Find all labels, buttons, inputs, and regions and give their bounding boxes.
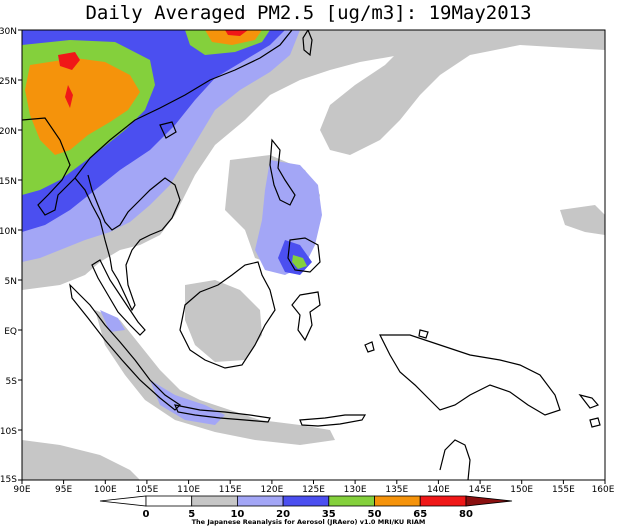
red-region-north (225, 30, 248, 36)
colorbar-label: 5 (188, 509, 195, 520)
gray-region-borneo (185, 280, 262, 362)
y-tick-label: 30N (0, 27, 17, 37)
red-region-northwest-1 (58, 52, 80, 70)
colorbar-label: 35 (322, 509, 336, 520)
coastline-new-guinea (379, 334, 561, 416)
x-tick-label: 140E (427, 485, 450, 495)
coastline-island-3 (589, 417, 601, 428)
colorbar-label: 80 (459, 509, 473, 520)
x-tick-label: 115E (219, 485, 242, 495)
x-tick-label: 150E (510, 485, 533, 495)
lightblue-region-philippines (255, 160, 322, 275)
coastline-solomon (578, 393, 600, 409)
x-tick-label: 155E (552, 485, 575, 495)
y-tick-label: 15S (0, 475, 17, 485)
y-tick-label: 15N (0, 177, 17, 187)
coastline-island-1 (364, 341, 375, 353)
colorbar-left-arrow (99, 495, 147, 507)
tick-marks (18, 29, 606, 484)
x-tick-label: 95E (55, 485, 72, 495)
colorbar-label: 0 (143, 509, 150, 520)
coastline-indochina (74, 174, 181, 312)
colorbar-label: 10 (230, 509, 244, 520)
coastline-luzon (269, 138, 296, 206)
colorbar-segment (419, 495, 467, 507)
data-credit: The Japanese Reanalysis for Aerosol (JRA… (191, 518, 426, 526)
colorbar-right-arrow (465, 495, 513, 507)
colorbar-label: 65 (413, 509, 427, 520)
coastline-java (173, 404, 271, 423)
colorbar-segment (282, 495, 330, 507)
x-tick-label: 105E (135, 485, 158, 495)
coastline-island-2 (418, 329, 429, 339)
x-tick-label: 145E (469, 485, 492, 495)
colorbar-segment (191, 495, 238, 507)
coastlines (22, 30, 601, 480)
x-tick-label: 90E (13, 485, 30, 495)
colorbar-label: 50 (368, 509, 382, 520)
coastline-timor (299, 414, 367, 427)
lightblue-region-sumatra-south (150, 380, 225, 425)
concentration-fields (22, 30, 605, 480)
green-region-philippines (292, 255, 307, 269)
coastline-taiwan (302, 30, 313, 57)
gray-region-east (560, 205, 605, 235)
colorbar-segment (236, 495, 284, 507)
plot-area (18, 29, 606, 484)
x-tick-label: 160E (592, 485, 615, 495)
colorbar: 0 5 10 20 35 50 65 80 (99, 495, 513, 520)
colorbar-label: 20 (276, 509, 290, 520)
x-tick-label: 110E (177, 485, 200, 495)
coastline-hainan (159, 121, 177, 139)
y-tick-label: 25N (0, 77, 17, 87)
coastline-australia (439, 439, 471, 480)
y-tick-label: 20N (0, 127, 17, 137)
coastline-malaya (91, 259, 146, 336)
x-tick-label: 120E (260, 485, 283, 495)
orange-region-north (205, 30, 262, 45)
y-tick-labels: 30N 25N 20N 15N 10N 5N EQ 5S 10S 15S (0, 27, 17, 485)
coastline-mindanao (287, 237, 321, 273)
x-tick-label: 100E (94, 485, 117, 495)
y-tick-label: 5N (5, 277, 17, 287)
coastline-sumatra (69, 283, 181, 411)
coastline-sulawesi (291, 291, 321, 342)
red-region-northwest-2 (65, 85, 73, 108)
colorbar-segment (145, 495, 193, 507)
colorbar-segment (328, 495, 375, 507)
gray-region-ne (320, 30, 605, 155)
coastline-borneo (179, 261, 276, 369)
gray-region-southwest (22, 440, 140, 480)
y-tick-label: 10N (0, 227, 17, 237)
y-tick-label: EQ (4, 327, 17, 337)
y-tick-label: 10S (0, 427, 17, 437)
x-tick-label: 130E (344, 485, 367, 495)
map-title: Daily Averaged PM2.5 [ug/m3]: 19May2013 (85, 2, 532, 24)
x-tick-label: 135E (385, 485, 408, 495)
y-tick-label: 5S (6, 377, 18, 387)
x-tick-labels: 90E 95E 100E 105E 110E 115E 120E 125E 13… (13, 485, 614, 495)
colorbar-segment (374, 495, 421, 507)
pm25-level-65-80-fields (58, 30, 248, 108)
x-tick-label: 125E (302, 485, 325, 495)
lightblue-region-malaya (100, 310, 125, 332)
